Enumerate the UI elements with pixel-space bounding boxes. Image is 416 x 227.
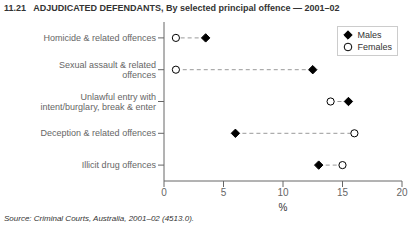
- svg-text:15: 15: [337, 187, 349, 198]
- svg-text:5: 5: [221, 187, 227, 198]
- svg-text:Unlawful entry withintent/burg: Unlawful entry withintent/burglary, brea…: [41, 92, 156, 112]
- html-text:Females: Females: [357, 42, 392, 52]
- svg-text:Homicide & related offences: Homicide & related offences: [44, 33, 157, 43]
- html-text:Source: Criminal Courts, Austr: Source: Criminal Courts, Australia, 2001…: [4, 214, 194, 223]
- svg-text:Sexual assault & relatedoffenc: Sexual assault & relatedoffences: [59, 60, 157, 80]
- html-text:11.21 ADJUDICATED DEFENDANTS,: 11.21 ADJUDICATED DEFENDANTS, By selecte…: [4, 3, 340, 13]
- svg-text:20: 20: [396, 187, 408, 198]
- svg-text:0: 0: [161, 187, 167, 198]
- svg-text:10: 10: [277, 187, 289, 198]
- svg-text:Deception & related offences: Deception & related offences: [41, 128, 157, 138]
- html-text:Males: Males: [357, 30, 382, 40]
- svg-text:%: %: [279, 202, 288, 213]
- svg-text:Illicit drug offences: Illicit drug offences: [82, 160, 157, 170]
